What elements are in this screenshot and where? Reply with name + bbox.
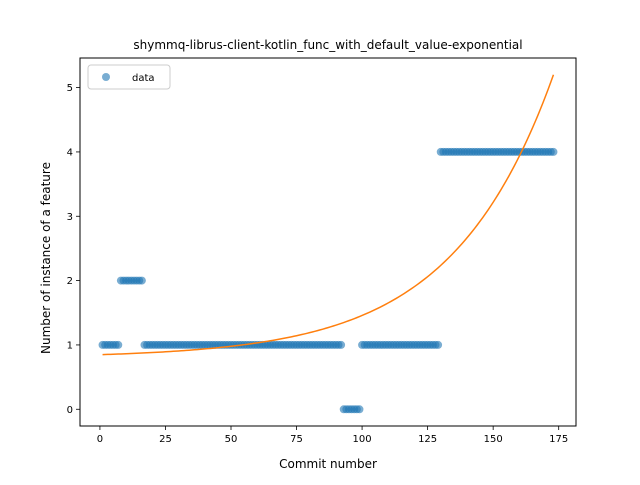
y-tick-label: 3 (67, 212, 73, 223)
chart-title: shymmq-librus-client-kotlin_func_with_de… (133, 38, 522, 52)
legend: data (87, 64, 171, 90)
y-tick-label: 2 (67, 276, 73, 287)
x-tick-label: 75 (290, 434, 303, 445)
fit-line (102, 74, 555, 356)
plot-frame (79, 57, 577, 427)
plot-area (98, 74, 558, 414)
legend-label: data (132, 73, 155, 84)
data-point (549, 147, 558, 156)
x-axis-label: Commit number (279, 457, 377, 471)
y-tick-label: 5 (67, 83, 73, 94)
x-tick-label: 175 (549, 434, 568, 445)
data-point (114, 340, 123, 349)
x-tick-label: 50 (225, 434, 238, 445)
data-point (137, 276, 146, 285)
legend-marker (102, 73, 110, 81)
x-tick-label: 100 (353, 434, 372, 445)
data-point (337, 340, 346, 349)
x-tick-label: 150 (484, 434, 503, 445)
y-axis-label: Number of instance of a feature (39, 162, 53, 354)
x-tick-label: 125 (418, 434, 437, 445)
data-point (355, 405, 364, 414)
x-tick-label: 0 (97, 434, 103, 445)
x-tick-label: 25 (159, 434, 172, 445)
y-tick-label: 0 (67, 405, 73, 416)
data-point (434, 340, 443, 349)
legend-box (87, 64, 171, 90)
y-tick-label: 4 (67, 147, 73, 158)
y-tick-label: 1 (67, 340, 73, 351)
